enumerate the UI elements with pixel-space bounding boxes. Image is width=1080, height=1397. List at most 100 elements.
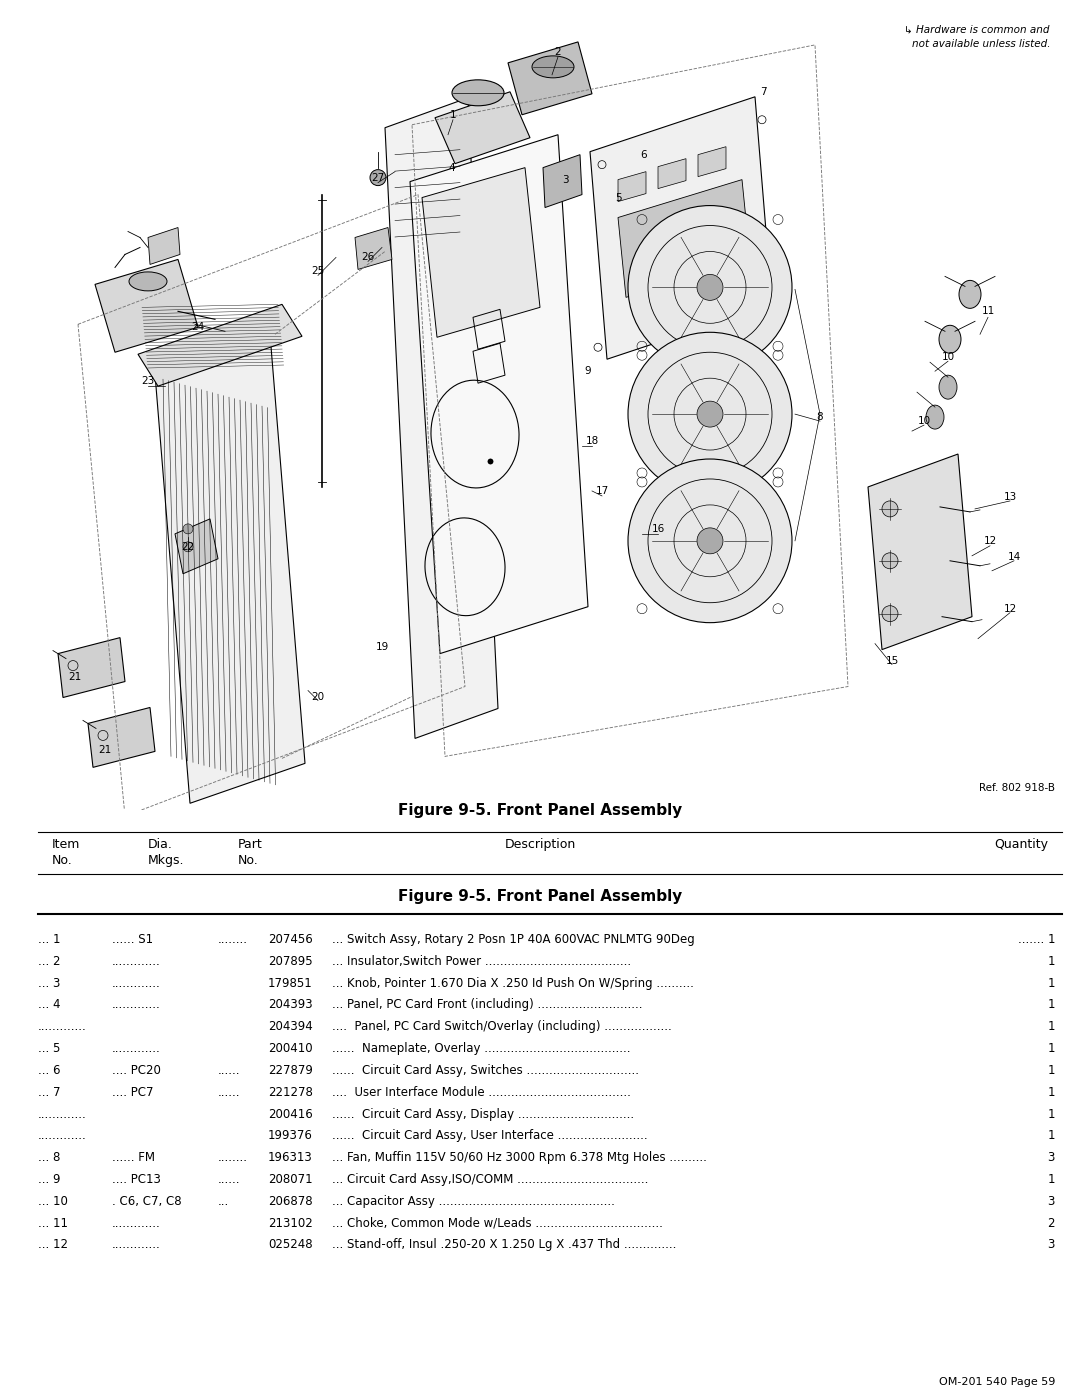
Polygon shape	[658, 159, 686, 189]
Text: ... Insulator,Switch Power .......................................: ... Insulator,Switch Power .............…	[332, 954, 631, 968]
Circle shape	[627, 205, 792, 369]
Text: 1: 1	[1048, 999, 1055, 1011]
Text: ... 4: ... 4	[38, 999, 60, 1011]
Text: ... Choke, Common Mode w/Leads ..................................: ... Choke, Common Mode w/Leads .........…	[332, 1217, 663, 1229]
Text: Item
No.: Item No.	[52, 838, 80, 868]
Ellipse shape	[959, 281, 981, 309]
Polygon shape	[87, 707, 156, 767]
Text: 2: 2	[1048, 1217, 1055, 1229]
Ellipse shape	[532, 56, 573, 78]
Text: 3: 3	[1048, 1194, 1055, 1208]
Ellipse shape	[939, 376, 957, 400]
Text: ......  Circuit Card Assy, User Interface ........................: ...... Circuit Card Assy, User Interface…	[332, 1129, 648, 1143]
Text: . C6, C7, C8: . C6, C7, C8	[112, 1194, 181, 1208]
Text: 1: 1	[1048, 1085, 1055, 1098]
Circle shape	[697, 528, 723, 553]
Polygon shape	[618, 172, 646, 201]
Text: 227879: 227879	[268, 1065, 313, 1077]
Polygon shape	[95, 260, 198, 352]
Text: ... 6: ... 6	[38, 1065, 60, 1077]
Text: ... 8: ... 8	[38, 1151, 60, 1164]
Text: ......  Circuit Card Assy, Display ...............................: ...... Circuit Card Assy, Display ......…	[332, 1108, 634, 1120]
Text: 204394: 204394	[268, 1020, 313, 1034]
Text: .............: .............	[38, 1020, 86, 1034]
Text: 17: 17	[595, 486, 609, 496]
Text: 1: 1	[1048, 954, 1055, 968]
Text: 9: 9	[584, 366, 592, 376]
Text: .... PC7: .... PC7	[112, 1085, 153, 1098]
Text: .... PC13: .... PC13	[112, 1173, 161, 1186]
Circle shape	[697, 274, 723, 300]
Ellipse shape	[926, 405, 944, 429]
Text: 13: 13	[1003, 492, 1016, 502]
Text: ... 3: ... 3	[38, 977, 60, 989]
Circle shape	[627, 332, 792, 496]
Text: ... 5: ... 5	[38, 1042, 60, 1055]
Text: 200416: 200416	[268, 1108, 313, 1120]
Text: OM-201 540 Page 59: OM-201 540 Page 59	[939, 1377, 1055, 1387]
Text: ... 2: ... 2	[38, 954, 60, 968]
Circle shape	[627, 460, 792, 623]
Text: .............: .............	[38, 1129, 86, 1143]
Text: 18: 18	[585, 436, 598, 446]
Polygon shape	[148, 228, 180, 264]
Text: 12: 12	[984, 536, 997, 546]
Text: 1: 1	[1048, 1065, 1055, 1077]
Text: 1: 1	[1048, 1020, 1055, 1034]
Text: 21: 21	[68, 672, 82, 682]
Polygon shape	[543, 155, 582, 208]
Text: 3: 3	[1048, 1238, 1055, 1252]
Circle shape	[183, 542, 193, 552]
Text: 22: 22	[181, 542, 194, 552]
Text: 208071: 208071	[268, 1173, 312, 1186]
Polygon shape	[384, 98, 498, 739]
Text: ......: ......	[218, 1085, 241, 1098]
Text: ... Knob, Pointer 1.670 Dia X .250 Id Push On W/Spring ..........: ... Knob, Pointer 1.670 Dia X .250 Id Pu…	[332, 977, 693, 989]
Text: ....  Panel, PC Card Switch/Overlay (including) ..................: .... Panel, PC Card Switch/Overlay (incl…	[332, 1020, 672, 1034]
Text: 204393: 204393	[268, 999, 312, 1011]
Text: Description: Description	[504, 838, 576, 851]
Text: 213102: 213102	[268, 1217, 313, 1229]
Text: ........: ........	[218, 1151, 248, 1164]
Text: ... Stand-off, Insul .250-20 X 1.250 Lg X .437 Thd ..............: ... Stand-off, Insul .250-20 X 1.250 Lg …	[332, 1238, 676, 1252]
Text: ... 1: ... 1	[38, 933, 60, 946]
Circle shape	[370, 169, 386, 186]
Text: 3: 3	[562, 175, 568, 184]
Text: 15: 15	[886, 655, 899, 665]
Text: ......  Nameplate, Overlay .......................................: ...... Nameplate, Overlay ..............…	[332, 1042, 631, 1055]
Polygon shape	[435, 92, 530, 163]
Circle shape	[183, 524, 193, 534]
Text: 1: 1	[449, 110, 457, 120]
Text: 10: 10	[917, 416, 931, 426]
Circle shape	[882, 502, 897, 517]
Text: ...... S1: ...... S1	[112, 933, 153, 946]
Text: ... 11: ... 11	[38, 1217, 68, 1229]
Text: 14: 14	[1008, 552, 1021, 562]
Text: 221278: 221278	[268, 1085, 313, 1098]
Text: 8: 8	[816, 412, 823, 422]
Text: ↳ Hardware is common and
not available unless listed.: ↳ Hardware is common and not available u…	[905, 25, 1050, 49]
Circle shape	[697, 401, 723, 427]
Text: .............: .............	[112, 1042, 161, 1055]
Text: ......: ......	[218, 1065, 241, 1077]
Text: .............: .............	[112, 999, 161, 1011]
Text: ........: ........	[218, 933, 248, 946]
Text: 5: 5	[615, 193, 621, 203]
Text: .............: .............	[112, 1238, 161, 1252]
Text: 179851: 179851	[268, 977, 313, 989]
Text: ...... FM: ...... FM	[112, 1151, 156, 1164]
Text: 16: 16	[651, 524, 664, 534]
Polygon shape	[618, 180, 750, 298]
Text: Figure 9-5. Front Panel Assembly: Figure 9-5. Front Panel Assembly	[397, 888, 683, 904]
Text: 196313: 196313	[268, 1151, 313, 1164]
Text: 11: 11	[982, 306, 995, 316]
Text: 26: 26	[362, 253, 375, 263]
Text: Part
No.: Part No.	[238, 838, 262, 868]
Polygon shape	[58, 637, 125, 697]
Text: 6: 6	[640, 149, 647, 159]
Text: 1: 1	[1048, 1108, 1055, 1120]
Text: 025248: 025248	[268, 1238, 312, 1252]
Text: ... Panel, PC Card Front (including) ............................: ... Panel, PC Card Front (including) ...…	[332, 999, 643, 1011]
Text: 1: 1	[1048, 1173, 1055, 1186]
Text: 207456: 207456	[268, 933, 313, 946]
